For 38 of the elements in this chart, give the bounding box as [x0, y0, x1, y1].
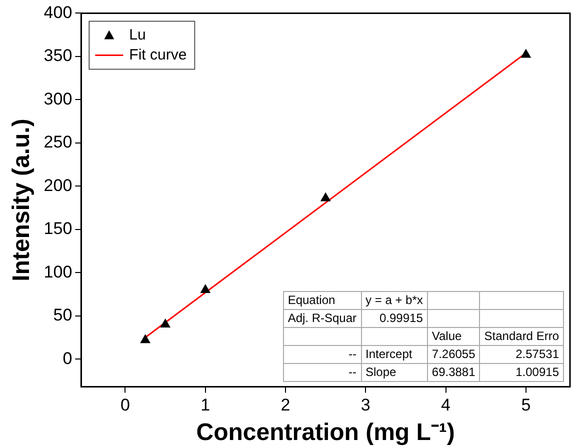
- point: [200, 284, 210, 293]
- annotation: 69.3881: [427, 363, 480, 382]
- y-tick-label: 300: [44, 89, 72, 108]
- x-tick-label: 1: [200, 396, 210, 415]
- annotation: --: [283, 345, 362, 364]
- annotation: 0.99915: [361, 309, 428, 328]
- annotation: Equation: [283, 291, 362, 310]
- x-tick-label: 3: [360, 396, 370, 415]
- annotation: Slope: [361, 363, 428, 382]
- annotation: Value: [427, 327, 480, 346]
- y-tick-label: 250: [44, 132, 72, 152]
- y-tick-label: 350: [44, 46, 72, 66]
- x-tick-label: 2: [280, 396, 290, 415]
- legend-label: Lu: [129, 26, 146, 44]
- point: [140, 334, 150, 344]
- annotation: y = a + b*x: [361, 291, 428, 310]
- y-tick-label: 50: [53, 306, 72, 325]
- annotation: Intercept: [361, 345, 428, 364]
- y-tick-label: 200: [44, 176, 72, 195]
- point: [521, 49, 531, 58]
- x-axis-title: Concentration (mg L⁻¹): [196, 419, 455, 446]
- point: [320, 192, 330, 202]
- y-axis-title: Intensity (a.u.): [8, 118, 36, 282]
- annotation: 1.00915: [480, 363, 564, 382]
- x-tick-label: 4: [441, 396, 451, 415]
- point: [160, 319, 170, 328]
- y-tick-label: 150: [44, 219, 72, 238]
- y-tick-label: 100: [44, 262, 72, 282]
- annotation: --: [283, 363, 362, 382]
- x-tick-label: 5: [521, 396, 531, 415]
- x-tick-label: 0: [120, 396, 130, 415]
- legend-label: Fit curve: [129, 46, 187, 64]
- y-tick-label: 0: [62, 348, 72, 368]
- annotation: Adj. R-Squar: [283, 309, 362, 328]
- annotation: Standard Erro: [480, 327, 564, 346]
- annotation: 7.26055: [427, 345, 480, 364]
- y-tick-label: 400: [44, 2, 72, 22]
- annotation: 2.57531: [480, 345, 564, 364]
